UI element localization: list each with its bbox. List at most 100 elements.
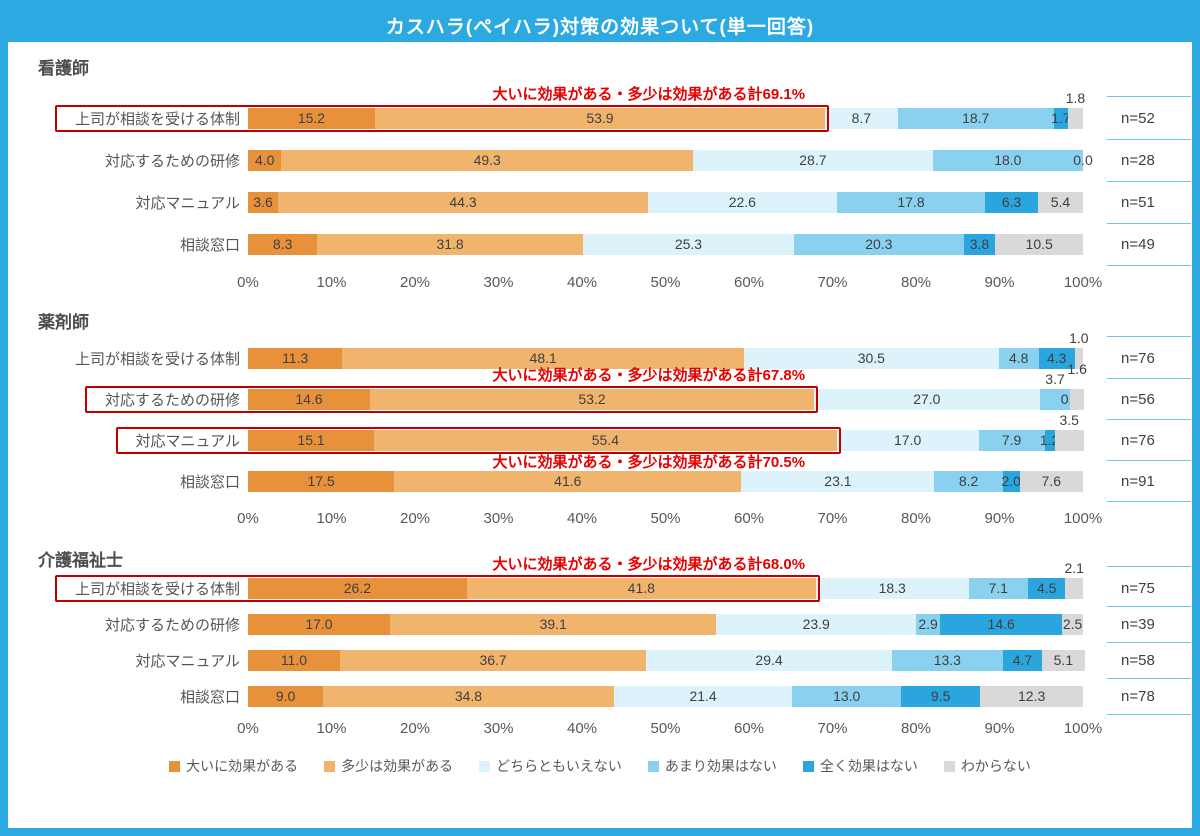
- value-label: 8.7: [851, 110, 872, 126]
- chart-section-3: 介護福祉士 上司が相談を受ける体制 26.2 41.8 18.3 7.1 4.5 2.1 大いに…: [8, 550, 1192, 740]
- x-tick: 10%: [316, 274, 347, 291]
- x-axis: 0% 10% 20% 30% 40% 50% 60% 70% 80% 90% 100%: [237, 716, 1102, 740]
- bar-segment-4: [900, 686, 981, 707]
- value-label: 3.5: [1059, 412, 1079, 428]
- chart-row: 相談窓口 8.3 31.8 25.3 20.3 3.8 10.5 n=49: [8, 234, 1192, 266]
- x-tick: 90%: [984, 510, 1015, 527]
- n-label: n=75: [1101, 566, 1191, 607]
- value-label: 26.2: [343, 580, 371, 596]
- x-tick: 80%: [900, 274, 932, 291]
- x-tick: 20%: [399, 720, 431, 737]
- bar-segment-5: [1070, 389, 1084, 410]
- bar-segment-0: [248, 234, 318, 255]
- chart-row: 対応するための研修 4.0 49.3 28.7 18.0 0.0 n=28: [8, 150, 1192, 182]
- bar-segment-0: [248, 471, 395, 492]
- x-tick: 90%: [984, 720, 1015, 737]
- value-label: 7.1: [988, 580, 1008, 596]
- bar-segment-1: [466, 578, 816, 599]
- chart-row: 上司が相談を受ける体制 11.3 48.1 30.5 4.8 4.3 1.0 n=76: [8, 331, 1192, 379]
- bar-segment-4: [1038, 348, 1075, 369]
- value-label: 41.6: [554, 473, 582, 489]
- page-title: カスハラ(ペイハラ)対策の効果ついて(単一回答): [385, 16, 815, 38]
- chart-section-1: 看護師 上司が相談を受ける体制 15.2 53.9 8.7 18.7 1.7 1.8 大いに効果…: [8, 58, 1192, 294]
- bar-segment-3: [998, 348, 1039, 369]
- x-tick: 70%: [817, 274, 848, 291]
- value-label: 28.7: [799, 152, 827, 168]
- value-label: 53.9: [586, 110, 614, 126]
- x-tick: 60%: [733, 720, 765, 737]
- value-label: 34.8: [454, 688, 483, 704]
- value-label: 17.5: [307, 473, 335, 489]
- value-label: 14.6: [295, 391, 323, 407]
- value-label: 22.6: [728, 194, 756, 210]
- section-title: 薬剤師: [38, 313, 89, 332]
- stacked-bar: 14.653.227.03.70.01.6大いに効果がある・多少は効果がある計6…: [85, 362, 1087, 413]
- stacked-bar: 11.3 48.1 30.5 4.8 4.3 1.0: [248, 331, 1089, 369]
- x-tick: 30%: [483, 510, 514, 527]
- legend-swatch: [169, 760, 181, 772]
- stacked-bar: 8.3 31.8 25.3 20.3 3.8 10.5: [248, 234, 1083, 255]
- stacked-bar: 3.6 44.3 22.6 17.8 6.3 5.4: [248, 192, 1083, 213]
- chart-row: 上司が相談を受ける体制 15.2 53.9 8.7 18.7 1.7 1.8 大いに効果がある…: [8, 87, 1192, 140]
- category-label: 上司が相談を受ける体制: [74, 581, 240, 598]
- stacked-bar: 26.2 41.8 18.3 7.1 4.5 2.1 大いに効果がある・多少は効果がある計6…: [54, 557, 1084, 602]
- value-label: 9.0: [275, 688, 296, 704]
- x-tick: 60%: [733, 510, 765, 527]
- bar-segment-2: [716, 614, 916, 635]
- legend-item: 全く効果はない: [802, 756, 918, 776]
- chart-section-2: 薬剤師 上司が相談を受ける体制 11.3 48.1 30.5 4.8 4.3 1.0 n=76 対…: [8, 312, 1192, 530]
- legend-item: 大いに効果がある: [169, 756, 298, 776]
- n-label: n=91: [1101, 471, 1191, 502]
- value-label: 14.6: [987, 616, 1015, 632]
- x-tick: 10%: [316, 510, 347, 527]
- value-label: 48.1: [529, 350, 557, 366]
- bar-segment-1: [323, 686, 614, 707]
- legend-label: どちらともいえない: [496, 758, 622, 774]
- bar-segment-3: [792, 686, 901, 707]
- legend-item: どちらともいえない: [479, 756, 622, 776]
- value-label: 13.3: [933, 652, 961, 668]
- bar-segment-3: [932, 150, 1083, 171]
- category-label: 上司が相談を受ける体制: [74, 351, 240, 368]
- bar-segment-5: [1019, 471, 1083, 492]
- value-label: 3.6: [253, 194, 273, 210]
- n-label: n=28: [1101, 150, 1191, 182]
- value-label: 15.2: [297, 110, 326, 126]
- x-tick: 20%: [399, 510, 431, 527]
- n-label: n=56: [1101, 389, 1191, 420]
- bar-segment-1: [281, 150, 694, 171]
- bar-segment-5: [1054, 430, 1084, 451]
- n-label: n=58: [1101, 650, 1191, 679]
- bar-segment-0: [248, 348, 343, 369]
- category-label: 対応マニュアル: [135, 433, 240, 450]
- value-label: 4.3: [1046, 350, 1067, 366]
- value-label: 18.3: [878, 580, 906, 596]
- bar-segment-5: [1042, 650, 1085, 671]
- value-label: 27.0: [913, 391, 941, 407]
- legend-item: 多少は効果がある: [324, 756, 453, 776]
- chart-row: 対応マニュアル 11.0 36.7 29.4 13.3 4.7 5.1 n=58: [8, 650, 1192, 679]
- value-label: 3.7: [1045, 371, 1065, 387]
- bar-segment-5: [1062, 614, 1083, 635]
- value-label: 1.6: [1067, 361, 1087, 377]
- x-tick: 0%: [237, 274, 259, 291]
- bar-segment-0: [248, 108, 375, 129]
- value-label: 4.5: [1036, 580, 1057, 596]
- sum-annotation: 大いに効果がある・多少は効果がある計70.5%: [492, 454, 806, 471]
- value-label: 11.0: [280, 652, 308, 668]
- bar-segment-0: [248, 192, 279, 213]
- value-label: 53.2: [578, 391, 606, 407]
- x-tick: 10%: [316, 720, 347, 737]
- bar-segment-2: [582, 234, 795, 255]
- legend-label: わからない: [960, 758, 1031, 774]
- bar-segment-1: [389, 614, 717, 635]
- value-label: 1.8: [1065, 90, 1086, 106]
- value-label: 12.3: [1018, 688, 1046, 704]
- bar-segment-4: [1044, 430, 1055, 451]
- x-tick: 50%: [650, 720, 681, 737]
- x-tick: 40%: [566, 510, 598, 527]
- legend-label: あまり効果はない: [664, 758, 777, 774]
- bar-segment-1: [374, 430, 837, 451]
- legend-label: 全く効果はない: [819, 758, 918, 774]
